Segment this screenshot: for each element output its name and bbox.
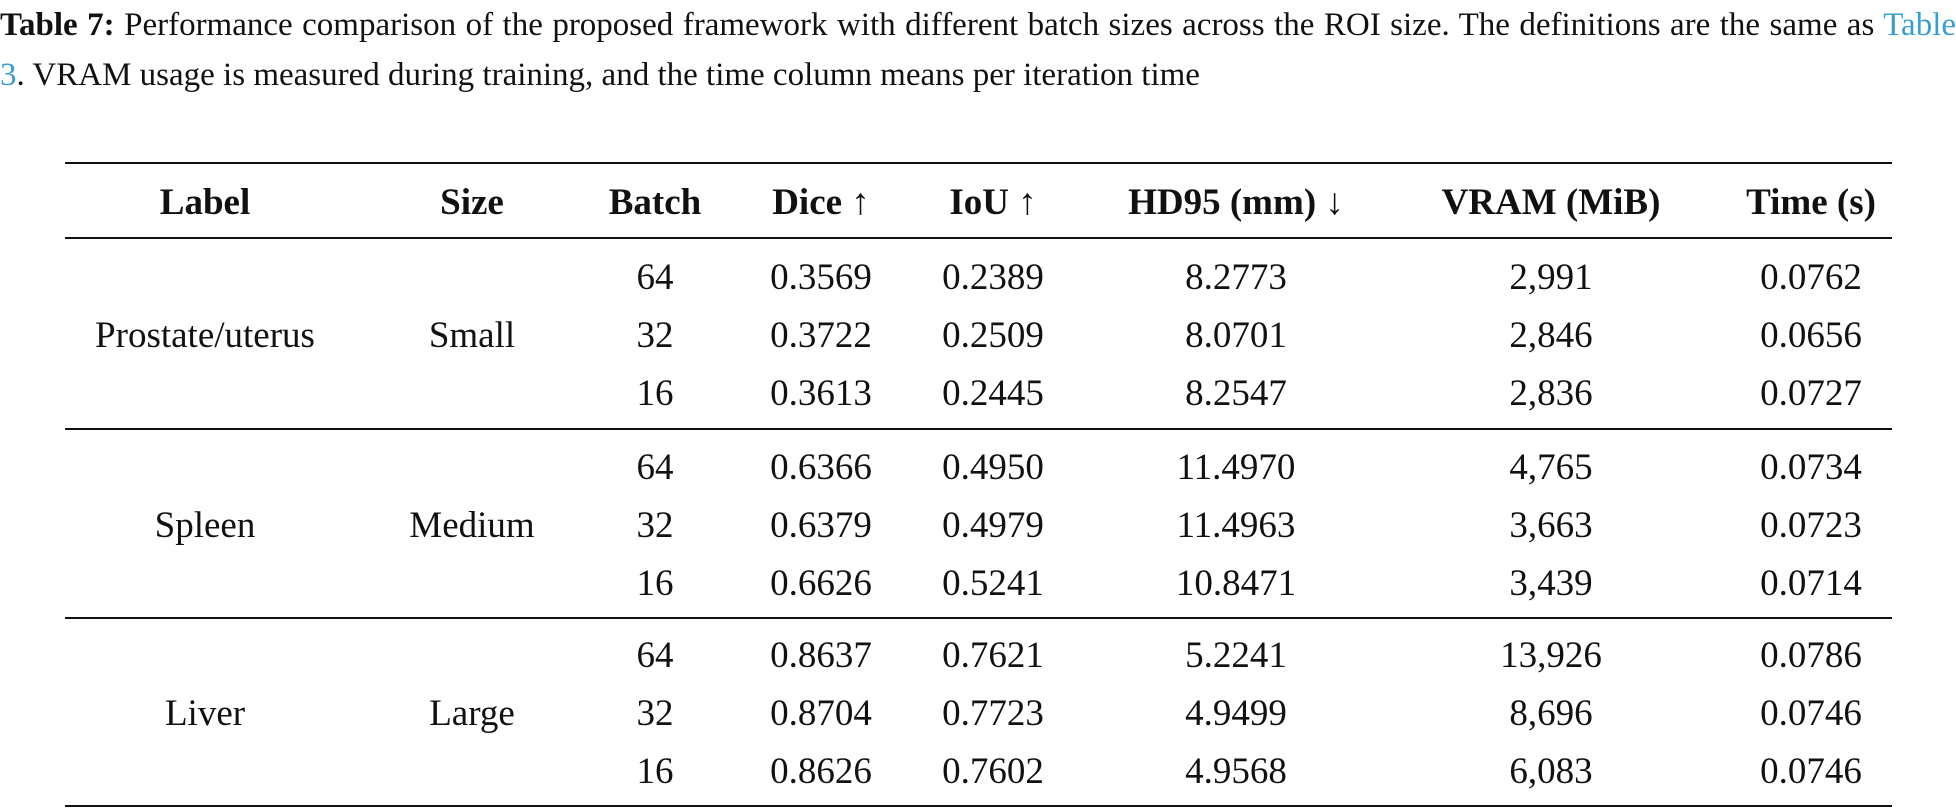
data-cell: 0.4979 [942, 505, 1044, 546]
data-cell: 2,846 [1509, 315, 1593, 356]
data-cell: 64 [636, 257, 674, 298]
group-rule [65, 428, 1892, 430]
data-cell: 0.6379 [770, 505, 872, 546]
column-header: Size [440, 182, 504, 223]
data-cell: 0.2389 [942, 257, 1044, 298]
data-cell: 0.3569 [770, 257, 872, 298]
data-cell: 0.0762 [1760, 257, 1862, 298]
data-cell: 32 [636, 693, 674, 734]
data-cell: 0.3722 [770, 315, 872, 356]
data-cell: 11.4970 [1176, 447, 1296, 488]
data-cell: 0.8704 [770, 693, 872, 734]
data-cell: 0.7723 [942, 693, 1044, 734]
data-cell: 16 [636, 563, 674, 604]
data-cell: 0.4950 [942, 447, 1044, 488]
data-cell: 0.8637 [770, 635, 872, 676]
label-cell: Liver [164, 693, 246, 734]
column-header: VRAM (MiB) [1441, 182, 1661, 223]
data-cell: 0.2509 [942, 315, 1044, 356]
size-cell: Small [428, 315, 516, 356]
column-header: Dice ↑ [772, 182, 870, 223]
data-cell: 4,765 [1509, 447, 1593, 488]
data-cell: 5.2241 [1185, 635, 1287, 676]
size-cell: Medium [409, 505, 535, 546]
group-rule [65, 617, 1892, 619]
data-cell: 0.6626 [770, 563, 872, 604]
data-cell: 32 [636, 505, 674, 546]
label-cell: Prostate/uterus [95, 315, 315, 356]
table-link[interactable]: Table 3 [0, 7, 1956, 93]
data-cell: 0.7602 [942, 751, 1044, 792]
caption-label: Table 7: [0, 7, 115, 43]
data-cell: 0.0723 [1760, 505, 1862, 546]
bottom-rule [65, 805, 1892, 807]
data-cell: 0.0746 [1760, 693, 1862, 734]
data-cell: 10.8471 [1175, 563, 1297, 604]
size-cell: Large [429, 693, 515, 734]
data-cell: 8,696 [1509, 693, 1593, 734]
data-cell: 13,926 [1500, 635, 1602, 676]
data-cell: 64 [636, 447, 674, 488]
data-cell: 16 [636, 373, 674, 414]
data-cell: 32 [636, 315, 674, 356]
column-header: HD95 (mm) ↓ [1128, 182, 1344, 223]
data-cell: 0.8626 [770, 751, 872, 792]
data-cell: 2,991 [1509, 257, 1593, 298]
data-cell: 4.9499 [1185, 693, 1287, 734]
data-cell: 16 [636, 751, 674, 792]
data-cell: 2,836 [1509, 373, 1593, 414]
data-cell: 0.0786 [1760, 635, 1862, 676]
data-cell: 0.5241 [942, 563, 1044, 604]
column-header: Label [159, 182, 251, 223]
data-cell: 8.0701 [1185, 315, 1287, 356]
caption: Table 7: Performance comparison of the p… [0, 0, 1956, 100]
data-cell: 0.6366 [770, 447, 872, 488]
data-cell: 8.2547 [1185, 373, 1287, 414]
data-cell: 0.0746 [1760, 751, 1862, 792]
data-cell: 0.0727 [1760, 373, 1862, 414]
data-cell: 3,439 [1509, 563, 1593, 604]
header-rule [65, 237, 1892, 239]
data-cell: 0.7621 [942, 635, 1044, 676]
label-cell: Spleen [154, 505, 256, 546]
data-cell: 6,083 [1509, 751, 1593, 792]
data-cell: 3,663 [1509, 505, 1593, 546]
data-cell: 0.0734 [1760, 447, 1862, 488]
caption-text: Performance comparison of the proposed f… [124, 7, 1875, 43]
data-cell: 4.9568 [1185, 751, 1287, 792]
data-cell: 11.4963 [1176, 505, 1296, 546]
data-cell: 64 [636, 635, 674, 676]
data-cell: 0.0656 [1760, 315, 1862, 356]
data-cell: 0.0714 [1760, 563, 1862, 604]
data-cell: 0.3613 [770, 373, 872, 414]
column-header: Batch [608, 182, 702, 223]
column-header: Time (s) [1746, 182, 1876, 223]
data-cell: 8.2773 [1185, 257, 1287, 298]
top-rule [65, 162, 1892, 164]
caption-text: . VRAM usage is measured during training… [16, 57, 1200, 93]
data-cell: 0.2445 [942, 373, 1044, 414]
column-header: IoU ↑ [949, 182, 1037, 223]
